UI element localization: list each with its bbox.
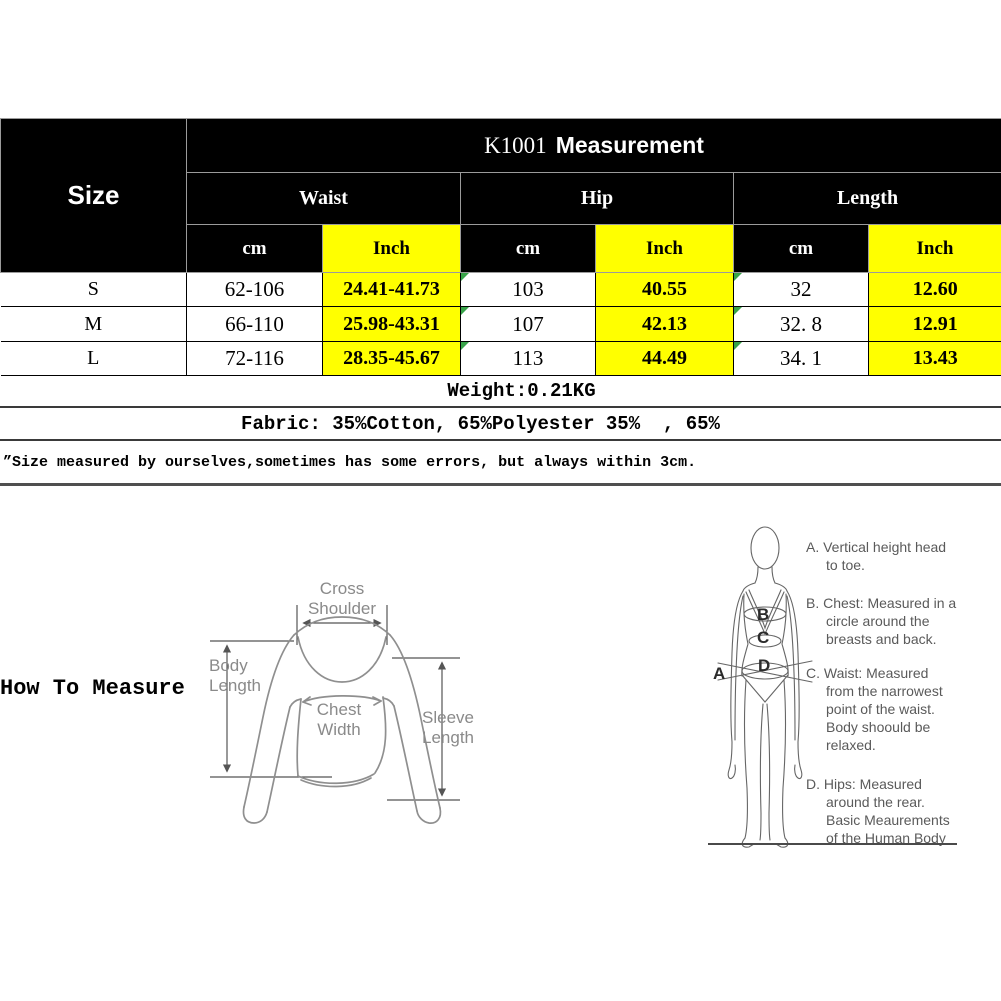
size-cell: L — [0, 341, 187, 376]
guide-item-c: C. Waist: Measured from the narrowest po… — [806, 664, 974, 754]
guide-line: Basic Meaurements — [826, 812, 950, 828]
length-cm-cell: 32. 8 — [733, 306, 869, 342]
guide-item-a: A. Vertical height head to toe. — [806, 538, 974, 574]
marker-a: A — [713, 664, 726, 683]
guide-line: around the rear. — [826, 794, 925, 810]
hip-inch-cell: 42.13 — [595, 306, 734, 342]
marker-d: D — [758, 656, 771, 675]
marker-c: C — [757, 628, 770, 647]
divider-line — [708, 843, 957, 845]
cell-value: 103 — [512, 277, 544, 301]
waist-inch-header: Inch — [322, 224, 461, 273]
hip-cm-cell: 113 — [460, 341, 596, 376]
guide-line: breasts and back. — [826, 631, 937, 647]
length-cm-cell: 32 — [733, 272, 869, 307]
body-outline — [717, 526, 813, 848]
length-group-header: Length — [732, 172, 1001, 225]
guide-line: A. Vertical height head — [806, 539, 947, 555]
table-title: K1001 Measurement — [185, 118, 1001, 173]
guide-item-d: D. Hips: Measured around the rear. Basic… — [806, 775, 974, 847]
guide-line: C. Waist: Measured — [806, 665, 929, 681]
cell-value: 34. 1 — [780, 346, 822, 370]
guide-line: D. Hips: Measured — [806, 776, 922, 792]
measurement-table: Size K1001 Measurement Waist Hip Length c… — [0, 118, 1001, 376]
length-cm-header: cm — [733, 224, 869, 273]
hip-inch-header: Inch — [595, 224, 734, 273]
guide-item-b: B. Chest: Measured in a circle around th… — [806, 594, 974, 648]
guide-line: point of the waist. — [826, 701, 935, 717]
garment-outline — [242, 616, 442, 824]
size-column-header: Size — [0, 118, 187, 273]
guide-line: B. Chest: Measured in a — [806, 595, 957, 611]
length-inch-cell: 12.91 — [867, 306, 1001, 342]
marker-b: B — [757, 605, 770, 624]
size-cell: S — [0, 272, 187, 307]
length-inch-cell: 13.43 — [867, 341, 1001, 376]
label-line: Cross — [319, 579, 365, 598]
hip-group-header: Hip — [460, 172, 734, 225]
label-line: Sleeve — [422, 708, 474, 727]
garment-diagram — [210, 605, 460, 824]
guide-line: circle around the — [826, 613, 930, 629]
waist-inch-cell: 24.41-41.73 — [322, 272, 461, 307]
how-to-measure-heading: How To Measure — [0, 676, 185, 701]
excel-error-indicator — [734, 273, 742, 281]
waist-cm-header: cm — [186, 224, 323, 273]
waist-group-header: Waist — [186, 172, 461, 225]
table-row-m: M 66-110 25.98-43.31 107 42.13 32. 8 12.… — [0, 306, 1001, 342]
excel-error-indicator — [734, 307, 742, 315]
excel-error-indicator — [461, 342, 469, 350]
guide-line: to toe. — [826, 557, 865, 573]
label-line: Length — [209, 676, 261, 695]
cell-value: 107 — [512, 311, 544, 336]
waist-cm-cell: 66-110 — [186, 306, 323, 342]
excel-error-indicator — [461, 273, 469, 281]
model-number: K1001 — [484, 133, 547, 158]
guide-line: from the narrowest — [826, 683, 943, 699]
waist-cm-cell: 62-106 — [186, 272, 323, 307]
cell-value: 32. 8 — [780, 311, 822, 336]
waist-inch-cell: 25.98-43.31 — [322, 306, 461, 342]
body-length-label: Body Length — [209, 656, 279, 696]
size-cell: M — [0, 306, 187, 342]
length-inch-header: Inch — [867, 224, 1001, 273]
hip-inch-cell: 40.55 — [595, 272, 734, 307]
excel-error-indicator — [461, 307, 469, 315]
guide-line: of the Human Body — [826, 830, 946, 846]
table-row-s: S 62-106 24.41-41.73 103 40.55 32 12.60 — [0, 272, 1001, 307]
label-line: Width — [317, 720, 361, 739]
hip-cm-cell: 103 — [460, 272, 596, 307]
hip-cm-cell: 107 — [460, 306, 596, 342]
waist-cm-cell: 72-116 — [186, 341, 323, 376]
cross-shoulder-label: Cross Shoulder — [303, 579, 381, 619]
label-line: Chest — [316, 700, 362, 719]
waist-inch-cell: 28.35-45.67 — [322, 341, 461, 376]
fabric-row: Fabric: 35%Cotton, 65%Polyester 35% , 65… — [0, 408, 1001, 441]
weight-row: Weight:0.21KG — [0, 375, 1001, 408]
label-line: Length — [422, 728, 474, 747]
guide-line: Body shoould be — [826, 719, 931, 735]
hip-cm-header: cm — [460, 224, 596, 273]
guide-line: relaxed. — [826, 737, 876, 753]
sleeve-length-label: Sleeve Length — [415, 708, 481, 748]
length-inch-cell: 12.60 — [867, 272, 1001, 307]
length-cm-cell: 34. 1 — [733, 341, 869, 376]
chest-width-label: Chest Width — [300, 700, 378, 740]
cell-value: 32 — [790, 277, 812, 301]
body-figure-diagram — [717, 526, 813, 848]
excel-error-indicator — [734, 342, 742, 350]
disclaimer-note: ”Size measured by ourselves,sometimes ha… — [0, 441, 1001, 486]
hip-inch-cell: 44.49 — [595, 341, 734, 376]
title-measurement-label: Measurement — [555, 132, 704, 158]
label-line: Body — [209, 656, 248, 675]
table-row-l: L 72-116 28.35-45.67 113 44.49 34. 1 13.… — [0, 341, 1001, 376]
label-line: Shoulder — [307, 599, 377, 618]
cell-value: 113 — [512, 346, 544, 370]
